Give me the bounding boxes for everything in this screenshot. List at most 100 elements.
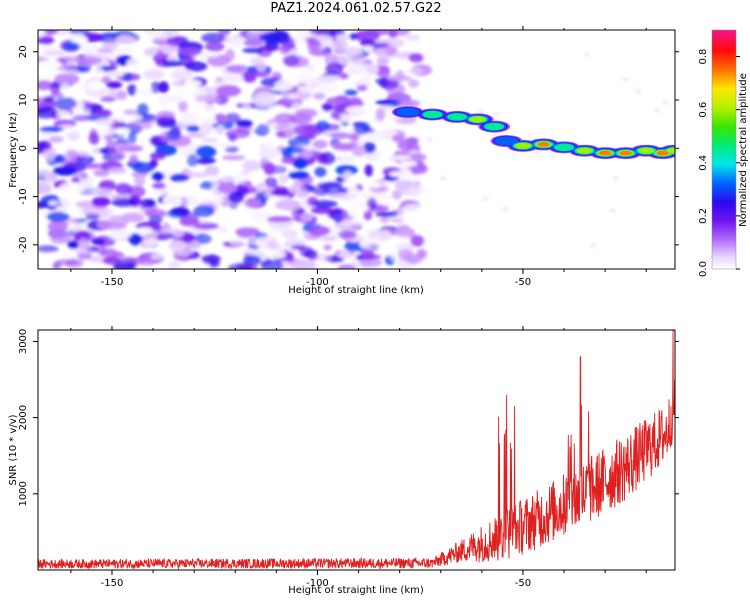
spectrogram-noise-blob [360,39,374,47]
spectrogram-noise-blob [55,206,68,214]
colorbar-band [712,217,736,220]
spectrogram-noise-blob [290,259,317,269]
spectrogram-noise-blob [371,150,382,156]
spectrogram-noise-blob [168,240,187,252]
colorbar-band [712,263,736,266]
spectrogram-noise-blob [115,183,132,195]
spectrogram-noise-blob [168,260,181,269]
spectrogram-noise-blob [401,204,426,216]
spectrogram-x-tick-label: -100 [306,277,329,288]
spectrogram-trace-blob [619,150,632,156]
spectrogram-noise-blob [147,253,166,260]
spectrogram-noise-blob [195,94,221,104]
spectrogram-noise-blob [243,247,257,256]
spectrogram-noise-blob [590,243,596,247]
spectrogram-noise-blob [307,39,322,51]
colorbar-band [712,261,736,264]
spectrogram-noise-blob [178,114,203,125]
spectrogram-noise-blob [534,149,540,153]
colorbar-band [712,235,736,238]
colorbar-band [712,171,736,174]
spectrogram-noise-blob [408,53,424,63]
spectrogram-noise-blob [334,215,354,221]
spectrogram-noise-blob [279,44,290,55]
spectrogram-y-tick-label: -10 [18,188,29,204]
spectrogram-noise-blob [235,227,261,236]
spectrogram-noise-blob [70,178,80,184]
spectrogram-noise-blob [39,126,64,132]
colorbar-band [712,49,736,53]
colorbar-band [712,209,736,212]
spectrogram-noise-blob [38,60,62,70]
spectrogram-noise-blob [107,147,122,156]
colorbar-band [712,97,736,101]
snr-x-tick-label: -50 [515,578,531,589]
spectrogram-noise-blob [359,257,382,268]
spectrogram-noise-blob [266,216,293,223]
spectrogram-noise-blob [127,261,138,269]
spectrogram-noise-blob [266,240,280,250]
spectrogram-noise-blob [224,48,235,62]
spectrogram-trace-blob [554,143,575,152]
colorbar-tick-label: 0.6 [698,102,709,118]
colorbar-band [712,157,736,161]
spectrogram-noise-blob [193,205,215,217]
spectrogram-noise-blob [38,80,54,91]
spectrogram-noise-blob [264,177,278,188]
snr-y-tick-label: 2000 [18,405,29,430]
spectrogram-noise-blob [483,197,489,201]
spectrogram-noise-blob [135,88,156,97]
spectrogram-noise-blob [493,112,499,116]
spectrogram-noise-blob [256,62,267,73]
colorbar-band [712,125,736,129]
spectrogram-noise-blob [268,105,287,112]
spectrogram-noise-blob [212,142,232,148]
spectrogram-noise-blob [335,34,350,41]
colorbar: 0.0 0.2 0.4 0.6 0.8 Normalized spectral ampl… [698,29,749,277]
colorbar-band [712,237,736,240]
spectrogram-noise-blob [236,119,253,128]
colorbar-band [712,213,736,216]
spectrogram-noise-blob [359,192,377,199]
colorbar-band [712,85,736,89]
spectrogram-noise-blob [354,30,380,42]
spectrogram-noise-blob [272,166,283,172]
spectrogram-noise-blob [38,168,52,176]
spectrogram-noise-blob [108,90,118,98]
spectrogram-noise-blob [391,63,407,72]
colorbar-band [712,245,736,248]
spectrogram-noise-blob [87,81,104,91]
spectrogram-noise-blob [59,182,85,195]
spectrogram-noise-blob [312,139,328,149]
colorbar-band [712,31,736,35]
spectrogram-noise-blob [127,84,137,96]
spectrogram-noise-blob [380,199,401,207]
colorbar-band [712,61,736,65]
spectrogram-noise-blob [195,145,217,158]
spectrogram-trace-blob [447,113,468,121]
spectrogram-noise-blob [111,198,137,207]
spectrogram-noise-blob [296,37,306,47]
spectrogram-noise-blob [345,105,368,114]
spectrogram-noise-blob [308,253,319,261]
spectrogram-noise-blob [187,154,198,167]
spectrogram-trace-blob [494,136,519,146]
snr-y-axis-label: SNR (10 * v/v) [8,414,19,485]
spectrogram-noise-blob [662,100,668,104]
spectrogram-x-axis-label: Height of straight line (km) [288,285,424,296]
spectrogram-noise-blob [212,197,225,205]
colorbar-band [712,161,736,165]
spectrogram-noise-blob [75,100,84,114]
colorbar-band [712,229,736,232]
spectrogram-noise-blob [349,33,358,40]
spectrogram-noise-blob [297,74,312,85]
colorbar-band [712,211,736,214]
spectrogram-noise-blob [395,242,416,252]
spectrogram-noise-blob [253,91,277,105]
spectrogram-noise-blob [610,209,616,213]
colorbar-band [712,123,736,127]
spectrogram-noise-blob [200,122,213,135]
spectrogram-noise-blob [170,69,193,81]
colorbar-band [712,113,736,117]
spectrogram-noise-blob [201,254,221,264]
